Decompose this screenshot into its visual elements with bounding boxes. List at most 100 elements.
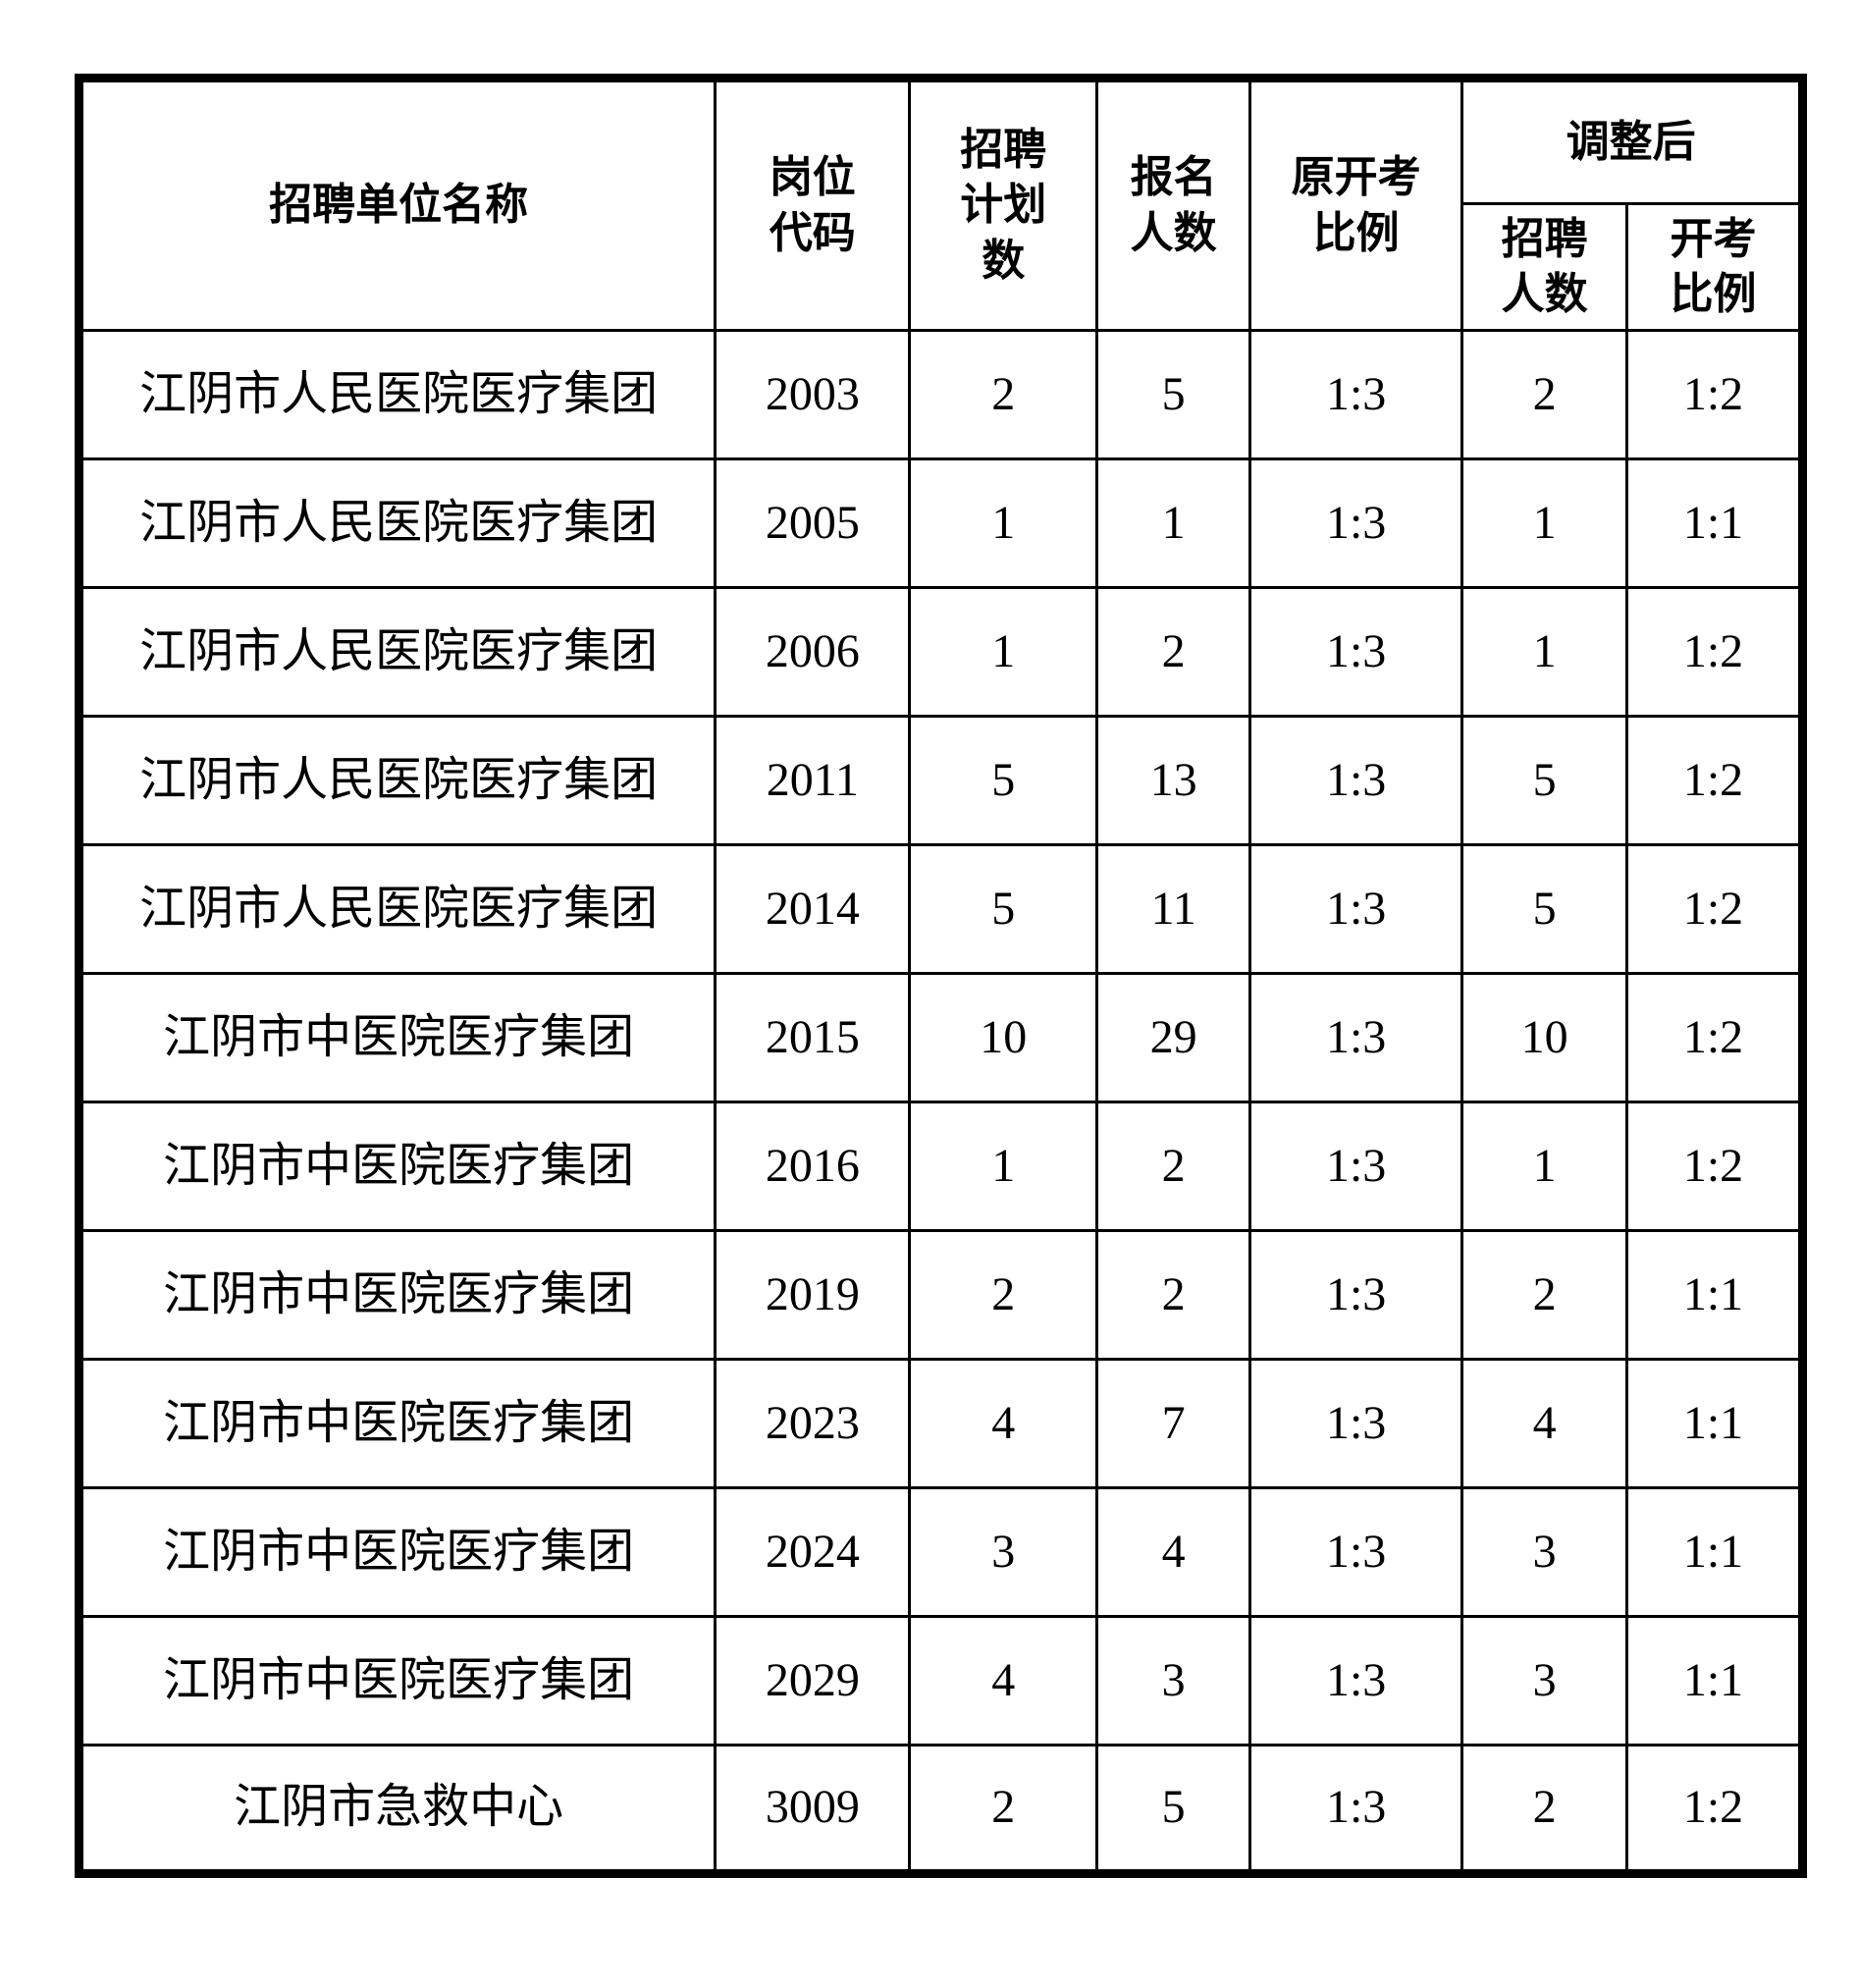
cell-original-ratio: 1:3 — [1248, 1229, 1464, 1361]
cell-adjusted-recruit-count: 5 — [1460, 715, 1629, 846]
cell-adjusted-recruit-count: 2 — [1460, 329, 1629, 460]
cell-original-ratio: 1:3 — [1248, 715, 1464, 846]
cell-applicant-count: 2 — [1095, 1229, 1252, 1361]
cell-original-ratio: 1:3 — [1248, 1615, 1464, 1746]
cell-plan-count: 4 — [908, 1615, 1099, 1746]
table-row: 江阴市中医院医疗集团 2019 2 2 1:3 2 1:1 — [77, 1229, 1804, 1361]
col-header-applicants: 报名 人数 — [1095, 77, 1252, 332]
cell-unit-name: 江阴市中医院医疗集团 — [77, 1486, 717, 1618]
cell-applicant-count: 13 — [1095, 715, 1252, 846]
cell-original-ratio: 1:3 — [1248, 329, 1464, 460]
header-row-sub: 招聘 人数 开考 比例 — [80, 202, 1804, 332]
cell-original-ratio: 1:3 — [1248, 972, 1464, 1103]
cell-adjusted-recruit-count: 10 — [1460, 972, 1629, 1103]
cell-applicant-count: 4 — [1095, 1486, 1252, 1618]
table-row: 江阴市人民医院医疗集团 2006 1 2 1:3 1 1:2 — [77, 586, 1804, 718]
cell-plan-count: 1 — [908, 586, 1099, 718]
cell-adjusted-recruit-count: 1 — [1460, 457, 1629, 589]
cell-applicant-count: 2 — [1095, 1101, 1252, 1232]
cell-applicant-count: 29 — [1095, 972, 1252, 1103]
cell-unit-name: 江阴市人民医院医疗集团 — [77, 457, 717, 589]
cell-plan-count: 2 — [908, 1744, 1099, 1875]
cell-original-ratio: 1:3 — [1248, 1101, 1464, 1232]
cell-plan-count: 2 — [908, 1229, 1099, 1361]
table-row: 江阴市人民医院医疗集团 2003 2 5 1:3 2 1:2 — [77, 329, 1804, 460]
col-header-original-ratio: 原开考 比例 — [1248, 77, 1464, 332]
cell-applicant-count: 5 — [1095, 329, 1252, 460]
cell-original-ratio: 1:3 — [1248, 1744, 1464, 1875]
cell-position-code: 2015 — [714, 972, 912, 1103]
cell-unit-name: 江阴市人民医院医疗集团 — [77, 843, 717, 975]
cell-original-ratio: 1:3 — [1248, 843, 1464, 975]
table-row: 江阴市中医院医疗集团 2029 4 3 1:3 3 1:1 — [77, 1615, 1804, 1746]
table-row: 江阴市中医院医疗集团 2016 1 2 1:3 1 1:2 — [77, 1101, 1804, 1232]
cell-plan-count: 2 — [908, 329, 1099, 460]
cell-original-ratio: 1:3 — [1248, 1358, 1464, 1489]
cell-original-ratio: 1:3 — [1248, 1486, 1464, 1618]
cell-unit-name: 江阴市中医院医疗集团 — [77, 1615, 717, 1746]
cell-unit-name: 江阴市中医院医疗集团 — [77, 1101, 717, 1232]
cell-adjusted-recruit-count: 5 — [1460, 843, 1629, 975]
cell-adjusted-recruit-count: 4 — [1460, 1358, 1629, 1489]
col-header-plan: 招聘 计划 数 — [908, 77, 1099, 332]
cell-unit-name: 江阴市人民医院医疗集团 — [77, 715, 717, 846]
cell-plan-count: 1 — [908, 1101, 1099, 1232]
table-row: 江阴市中医院医疗集团 2024 3 4 1:3 3 1:1 — [77, 1486, 1804, 1618]
cell-adjusted-ratio: 1:2 — [1625, 329, 1804, 460]
cell-position-code: 2006 — [714, 586, 912, 718]
col-header-code: 岗位 代码 — [714, 77, 912, 332]
cell-adjusted-recruit-count: 1 — [1460, 1101, 1629, 1232]
table-row: 江阴市人民医院医疗集团 2005 1 1 1:3 1 1:1 — [77, 457, 1804, 589]
cell-applicant-count: 2 — [1095, 586, 1252, 718]
cell-adjusted-ratio: 1:2 — [1625, 1101, 1804, 1232]
col-header-unit: 招聘单位名称 — [77, 77, 717, 332]
cell-unit-name: 江阴市中医院医疗集团 — [77, 972, 717, 1103]
cell-position-code: 2003 — [714, 329, 912, 460]
cell-adjusted-ratio: 1:1 — [1625, 1229, 1804, 1361]
cell-position-code: 2014 — [714, 843, 912, 975]
cell-plan-count: 3 — [908, 1486, 1099, 1618]
cell-plan-count: 5 — [908, 715, 1099, 846]
cell-unit-name: 江阴市中医院医疗集团 — [77, 1229, 717, 1361]
cell-adjusted-ratio: 1:2 — [1625, 586, 1804, 718]
cell-position-code: 2019 — [714, 1229, 912, 1361]
cell-applicant-count: 5 — [1095, 1744, 1252, 1875]
cell-adjusted-ratio: 1:1 — [1625, 1358, 1804, 1489]
cell-adjusted-recruit-count: 2 — [1460, 1744, 1629, 1875]
table-row: 江阴市急救中心 3009 2 5 1:3 2 1:2 — [77, 1744, 1804, 1875]
table-row: 江阴市人民医院医疗集团 2014 5 11 1:3 5 1:2 — [77, 843, 1804, 975]
cell-applicant-count: 11 — [1095, 843, 1252, 975]
cell-original-ratio: 1:3 — [1248, 586, 1464, 718]
col-header-adjusted-recruit: 招聘 人数 — [1460, 202, 1629, 332]
cell-position-code: 2023 — [714, 1358, 912, 1489]
cell-adjusted-recruit-count: 3 — [1460, 1615, 1629, 1746]
cell-plan-count: 1 — [908, 457, 1099, 589]
cell-position-code: 2016 — [714, 1101, 912, 1232]
cell-adjusted-ratio: 1:2 — [1625, 715, 1804, 846]
cell-position-code: 3009 — [714, 1744, 912, 1875]
cell-adjusted-recruit-count: 1 — [1460, 586, 1629, 718]
cell-position-code: 2029 — [714, 1615, 912, 1746]
cell-adjusted-ratio: 1:2 — [1625, 1744, 1804, 1875]
table-row: 江阴市中医院医疗集团 2015 10 29 1:3 10 1:2 — [77, 972, 1804, 1103]
recruitment-adjustment-table: 招聘单位名称 岗位 代码 招聘 计划 数 报名 人数 原开考 比例 调整后 招聘… — [75, 74, 1807, 1878]
cell-adjusted-ratio: 1:1 — [1625, 457, 1804, 589]
col-header-adjusted-group: 调整后 — [1460, 77, 1804, 205]
cell-plan-count: 10 — [908, 972, 1099, 1103]
table-row: 江阴市中医院医疗集团 2023 4 7 1:3 4 1:1 — [77, 1358, 1804, 1489]
col-header-adjusted-ratio: 开考 比例 — [1625, 202, 1804, 332]
cell-position-code: 2011 — [714, 715, 912, 846]
cell-position-code: 2005 — [714, 457, 912, 589]
cell-unit-name: 江阴市人民医院医疗集团 — [77, 329, 717, 460]
cell-original-ratio: 1:3 — [1248, 457, 1464, 589]
cell-adjusted-ratio: 1:1 — [1625, 1615, 1804, 1746]
cell-adjusted-recruit-count: 3 — [1460, 1486, 1629, 1618]
cell-position-code: 2024 — [714, 1486, 912, 1618]
cell-unit-name: 江阴市急救中心 — [77, 1744, 717, 1875]
cell-adjusted-ratio: 1:2 — [1625, 843, 1804, 975]
cell-plan-count: 5 — [908, 843, 1099, 975]
cell-adjusted-ratio: 1:2 — [1625, 972, 1804, 1103]
cell-applicant-count: 1 — [1095, 457, 1252, 589]
table-row: 江阴市人民医院医疗集团 2011 5 13 1:3 5 1:2 — [77, 715, 1804, 846]
